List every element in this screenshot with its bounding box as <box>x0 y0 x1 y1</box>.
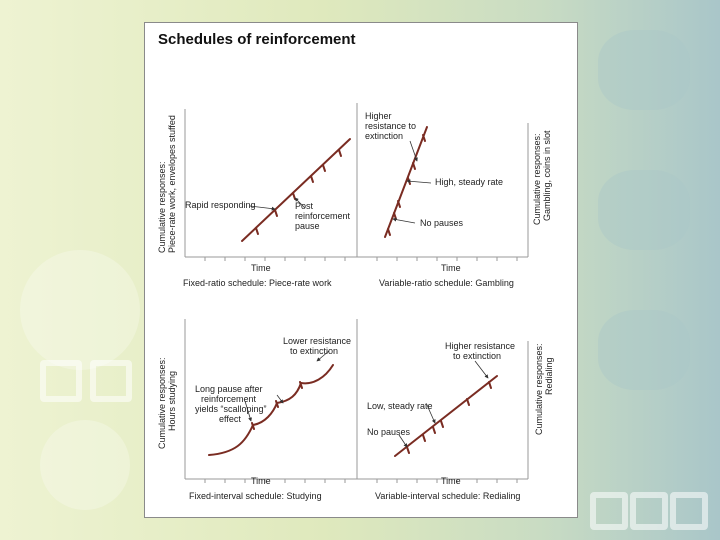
annotation-text: to extinction <box>453 351 501 361</box>
y-label-line: Cumulative responses: <box>534 343 544 435</box>
annotation-text: Long pause after <box>195 384 263 394</box>
annotation-text: Low, steady rate <box>367 401 433 411</box>
panel-caption: Variable-ratio schedule: Gambling <box>379 278 514 288</box>
y-label-line: Piece-rate work, envelopes stuffed <box>167 115 177 253</box>
fixed-ratio-curve <box>241 138 351 242</box>
annotation-text: No pauses <box>420 218 464 228</box>
annotations-fixed-interval: Lower resistance to extinction Long paus… <box>195 336 351 424</box>
y-label-variable-ratio: Cumulative responses: Gambling, coins in… <box>532 130 552 225</box>
y-label-line: Hours studying <box>167 371 177 431</box>
annotations-fixed-ratio: Rapid responding Post reinforcement paus… <box>185 200 351 231</box>
brain-scan-image <box>598 170 690 250</box>
schedules-figure: Cumulative responses: Piece-rate work, e… <box>157 103 554 501</box>
y-label-line: Cumulative responses: <box>532 133 542 225</box>
annotation-text: reinforcement <box>295 211 351 221</box>
axis-ticks <box>204 257 518 483</box>
annotation-text: Post <box>295 201 314 211</box>
x-label: Time <box>441 263 461 273</box>
background-square <box>590 492 628 530</box>
figure-panel: Schedules of reinforcement <box>144 22 578 518</box>
y-label-fixed-ratio: Cumulative responses: Piece-rate work, e… <box>157 115 177 253</box>
axes-frames <box>184 103 529 480</box>
panel-caption: Variable-interval schedule: Redialing <box>375 491 520 501</box>
x-label: Time <box>441 476 461 486</box>
annotation-text: Lower resistance <box>283 336 351 346</box>
background-square <box>90 360 132 402</box>
x-label: Time <box>251 476 271 486</box>
y-label-line: Gambling, coins in slot <box>542 130 552 221</box>
figure-title: Schedules of reinforcement <box>158 31 356 48</box>
annotation-text: reinforcement <box>201 394 257 404</box>
background-square <box>630 492 668 530</box>
annotation-text: extinction <box>365 131 403 141</box>
brain-scan-image <box>598 30 690 110</box>
y-label-line: Redialing <box>544 357 554 395</box>
y-label-line: Cumulative responses: <box>157 161 167 253</box>
variable-interval-curve <box>394 375 498 457</box>
y-label-variable-interval: Cumulative responses: Redialing <box>534 343 554 435</box>
annotation-text: High, steady rate <box>435 177 503 187</box>
annotation-text: effect <box>219 414 241 424</box>
y-label-line: Cumulative responses: <box>157 357 167 449</box>
annotation-text: to extinction <box>290 346 338 356</box>
fixed-interval-curve <box>208 364 334 456</box>
annotation-arrows <box>244 140 489 448</box>
annotations-variable-interval: Higher resistance to extinction Low, ste… <box>367 341 515 437</box>
annotation-text: No pauses <box>367 427 411 437</box>
brain-scan-image <box>598 310 690 390</box>
y-label-fixed-interval: Cumulative responses: Hours studying <box>157 357 177 449</box>
panel-caption: Fixed-ratio schedule: Piece-rate work <box>183 278 332 288</box>
background-square <box>670 492 708 530</box>
background-square <box>40 360 82 402</box>
annotations-variable-ratio: Higher resistance to extinction High, st… <box>365 111 503 228</box>
annotation-text: pause <box>295 221 320 231</box>
annotation-text: resistance to <box>365 121 416 131</box>
x-label: Time <box>251 263 271 273</box>
annotation-text: yields “scalloping” <box>195 404 267 414</box>
background-blob <box>40 420 130 510</box>
annotation-text: Rapid responding <box>185 200 256 210</box>
annotation-text: Higher <box>365 111 392 121</box>
panel-caption: Fixed-interval schedule: Studying <box>189 491 322 501</box>
background-blob <box>20 250 140 370</box>
annotation-text: Higher resistance <box>445 341 515 351</box>
